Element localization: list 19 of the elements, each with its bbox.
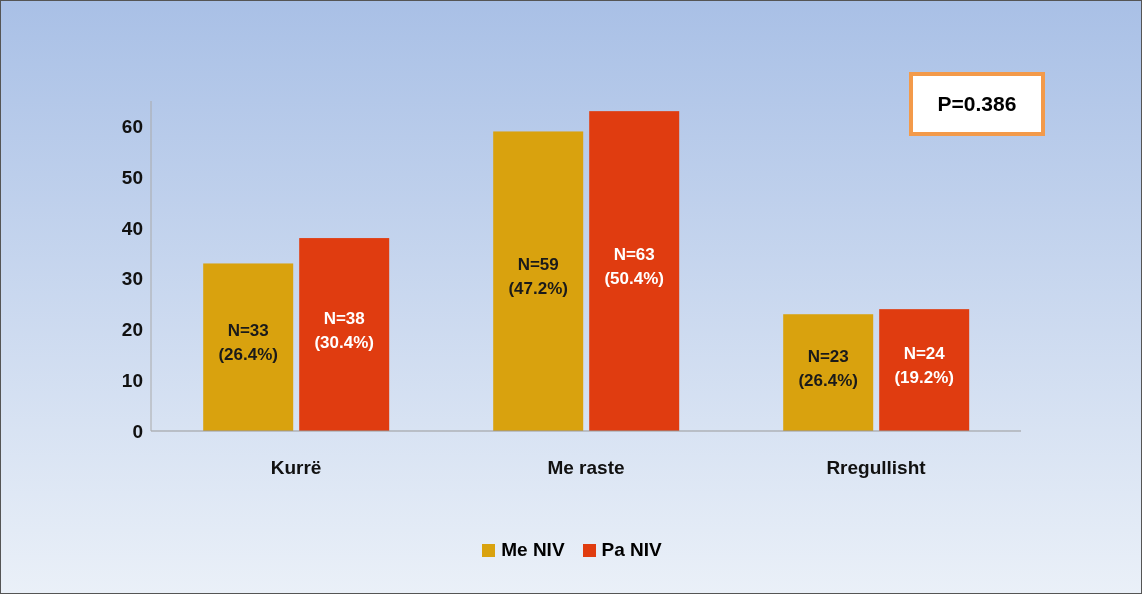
y-tick-label: 60 — [121, 116, 143, 138]
data-label: N=33 (26.4%) — [218, 321, 278, 365]
data-label: N=38 (30.4%) — [314, 308, 374, 352]
legend-label: Me NIV — [500, 539, 565, 561]
legend-label: Pa NIV — [600, 539, 662, 561]
y-tick-label: 40 — [121, 217, 143, 239]
data-label: N=24 (19.2%) — [894, 344, 954, 388]
x-tick-label: Rregullisht — [826, 457, 927, 479]
y-tick-label: 10 — [121, 369, 143, 391]
data-label: N=23 (26.4%) — [798, 346, 858, 390]
annotation: P=0.386 — [909, 72, 1045, 136]
y-tick-label: 30 — [121, 268, 143, 290]
data-label: N=59 (47.2%) — [508, 255, 568, 299]
y-tick-label: 20 — [121, 319, 143, 341]
y-tick-label: 0 — [132, 420, 143, 442]
y-tick-label: 50 — [121, 166, 143, 188]
data-label: N=63 (50.4%) — [604, 245, 664, 289]
x-tick-label: Me raste — [547, 457, 625, 479]
x-tick-label: Kurrë — [270, 457, 322, 479]
